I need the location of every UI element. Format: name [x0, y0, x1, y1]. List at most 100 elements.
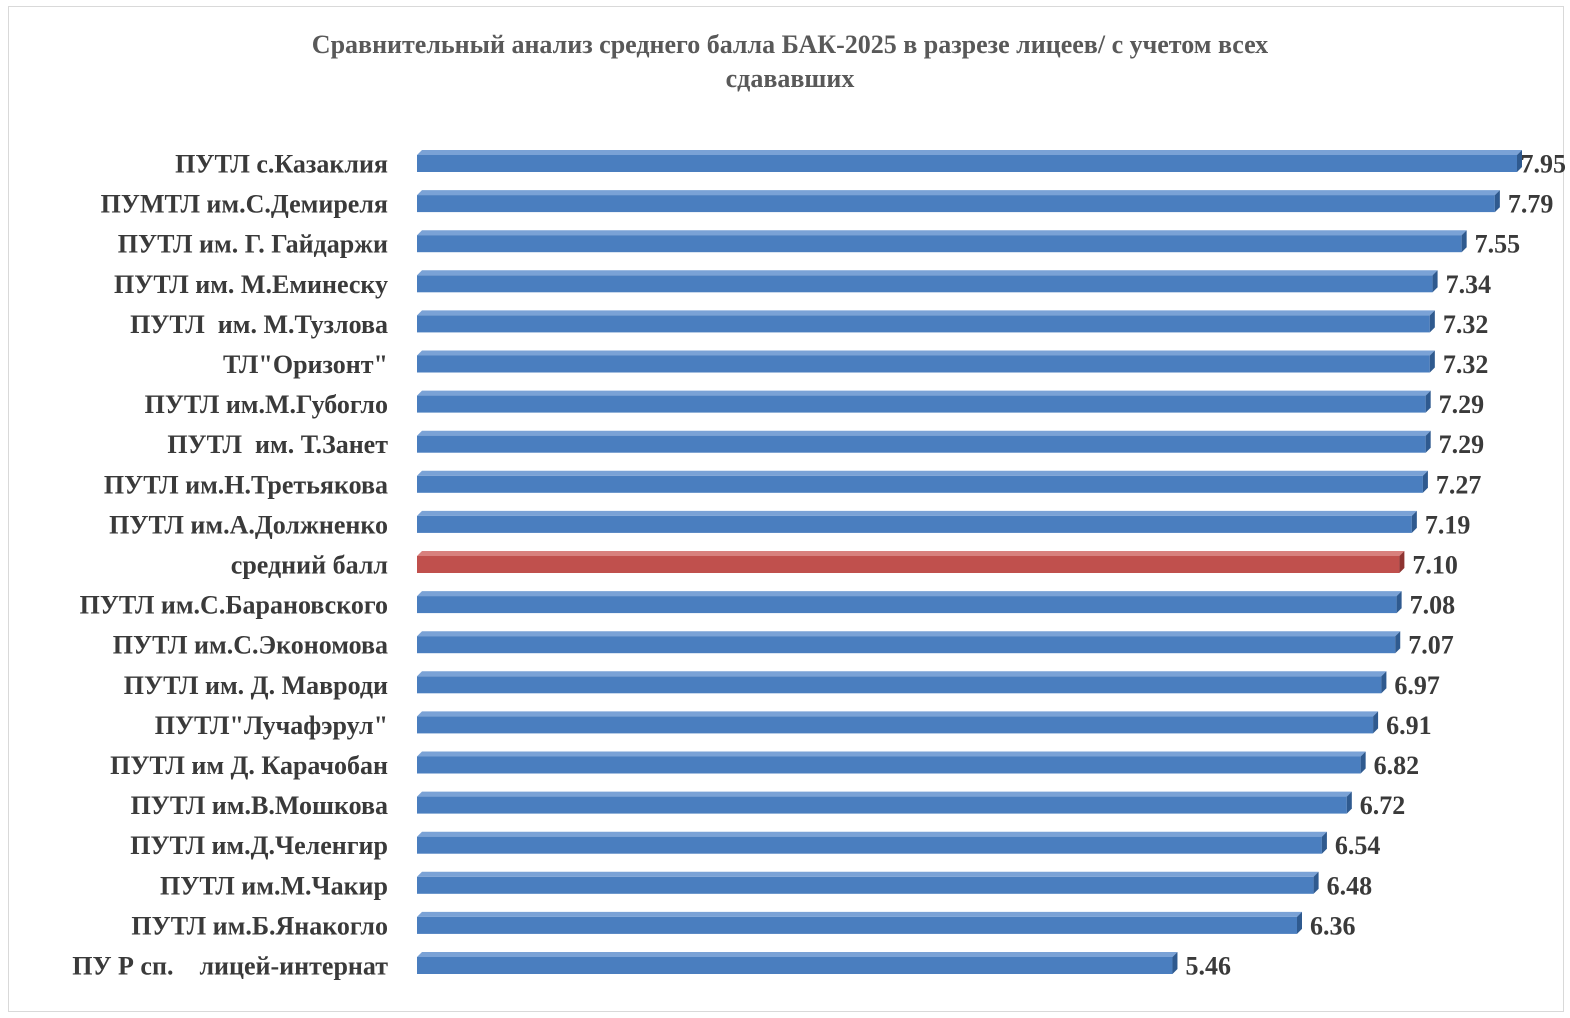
bar: [417, 430, 1431, 453]
value-label: 7.55: [1475, 230, 1521, 259]
bar: [417, 230, 1467, 253]
bar: [417, 310, 1435, 333]
bar-top-face: [417, 791, 1352, 797]
value-label: 7.27: [1436, 470, 1482, 499]
value-label: 7.32: [1443, 310, 1489, 339]
value-label: 7.32: [1443, 350, 1489, 379]
bar-side-face: [1373, 711, 1379, 734]
bar-top-face: [417, 350, 1435, 356]
bar-top-face: [417, 631, 1401, 637]
bar-top-face: [417, 150, 1522, 155]
bar-front-face: [417, 155, 1517, 172]
bar-front-face: [417, 475, 1423, 493]
category-label: ПУТЛ им Д. Карачобан: [110, 751, 388, 780]
bar: [417, 751, 1366, 774]
bar-average: [417, 551, 1405, 573]
chart-title-line-1: Сравнительный анализ среднего балла БАК-…: [311, 30, 1269, 59]
value-label: 5.46: [1185, 952, 1231, 981]
bar-side-face: [1425, 430, 1431, 453]
bar-side-face: [1422, 470, 1428, 493]
bar-top-face: [417, 551, 1405, 556]
value-label: 6.72: [1360, 791, 1406, 820]
bar-front-face: [417, 195, 1495, 213]
bar-top-face: [417, 671, 1387, 677]
bar-top-face: [417, 390, 1431, 396]
bar-side-face: [1321, 831, 1327, 854]
bar-front-face: [417, 395, 1426, 413]
bar-front-face: [417, 957, 1173, 974]
bar-front-face: [417, 515, 1412, 533]
value-label: 6.48: [1327, 871, 1373, 900]
category-label: ПУТЛ им.М.Чакир: [160, 871, 388, 900]
bar: [417, 470, 1428, 493]
bar-top-face: [417, 591, 1402, 597]
bar-front-face: [417, 596, 1397, 614]
bar-top-face: [417, 270, 1438, 276]
value-label: 6.82: [1374, 751, 1420, 780]
value-label: 6.91: [1386, 711, 1432, 740]
bar-side-face: [1360, 751, 1366, 774]
bar-side-face: [1411, 510, 1417, 533]
bar-front-face: [417, 556, 1400, 573]
bar-front-face: [417, 636, 1396, 654]
value-labels-group: 7.95 7.79 7.55 7.34 7.32 7.32 7.29 7.29 7.27 7.19…: [1185, 150, 1566, 981]
bar-front-face: [417, 355, 1430, 373]
bar: [417, 390, 1431, 413]
value-label: 6.97: [1394, 671, 1440, 700]
bar-side-face: [1297, 911, 1302, 934]
category-label: ПУТЛ им.М.Губогло: [145, 390, 388, 419]
category-label: ПУТЛ им.С.Барановского: [80, 591, 388, 620]
bar-side-face: [1425, 390, 1431, 413]
category-label: ПУТЛ им.Н.Третьякова: [104, 470, 388, 499]
bar-front-face: [417, 435, 1426, 453]
category-label: ПУТЛ им.Б.Янакогло: [131, 911, 388, 940]
category-label: ПУТЛ им. Д. Мавроди: [124, 671, 388, 700]
bar-front-face: [417, 676, 1382, 694]
category-label: средний балл: [231, 551, 388, 580]
bar-top-face: [417, 751, 1366, 757]
bar-top-face: [417, 510, 1417, 516]
bar-top-face: [417, 711, 1379, 717]
category-label: ПУТЛ им. М.Тузлова: [130, 310, 388, 339]
category-label: ПУТЛ им. Г. Гайдаржи: [118, 230, 388, 259]
category-label: ПУТЛ"Лучафэрул": [155, 711, 388, 740]
category-label: ПУТЛ им. Т.Занет: [167, 430, 388, 459]
bar-side-face: [1396, 591, 1402, 614]
value-label: 7.19: [1425, 510, 1471, 539]
bar: [417, 711, 1379, 734]
category-label: ПУТЛ им.А.Должненко: [109, 510, 388, 539]
value-label: 6.54: [1335, 831, 1381, 860]
value-label: 7.07: [1408, 631, 1454, 660]
bar-top-face: [417, 230, 1467, 236]
bar-side-face: [1429, 310, 1435, 333]
value-label: 7.08: [1410, 591, 1456, 620]
bar-front-face: [417, 275, 1433, 293]
bar: [417, 791, 1352, 814]
bar: [417, 350, 1435, 373]
bar-top-face: [417, 470, 1428, 476]
bar: [417, 952, 1178, 974]
bar-side-face: [1432, 270, 1438, 293]
bar-side-face: [1346, 791, 1352, 814]
category-label: ПУТЛ им.С.Экономова: [113, 631, 388, 660]
value-label: 7.79: [1508, 190, 1554, 219]
bar-front-face: [417, 916, 1297, 934]
bar-side-face: [1461, 230, 1467, 253]
chart-title-line-2: сдававших: [725, 64, 855, 93]
bar-top-face: [417, 831, 1327, 837]
bar: [417, 631, 1401, 654]
value-label: 7.95: [1521, 150, 1567, 179]
value-label: 7.34: [1446, 270, 1492, 299]
value-label: 6.36: [1310, 911, 1356, 940]
chart-title: Сравнительный анализ среднего балла БАК-…: [0, 28, 1570, 96]
bar-front-face: [417, 235, 1462, 253]
bar: [417, 911, 1302, 934]
bar: [417, 510, 1417, 533]
category-label: ПУМТЛ им.С.Демиреля: [101, 190, 388, 219]
category-label: ПУТЛ с.Казаклия: [175, 150, 388, 179]
category-label: ПУТЛ им.В.Мошкова: [131, 791, 388, 820]
bar: [417, 871, 1319, 894]
bar-top-face: [417, 190, 1500, 196]
category-label: ПУТЛ им. М.Еминеску: [114, 270, 388, 299]
